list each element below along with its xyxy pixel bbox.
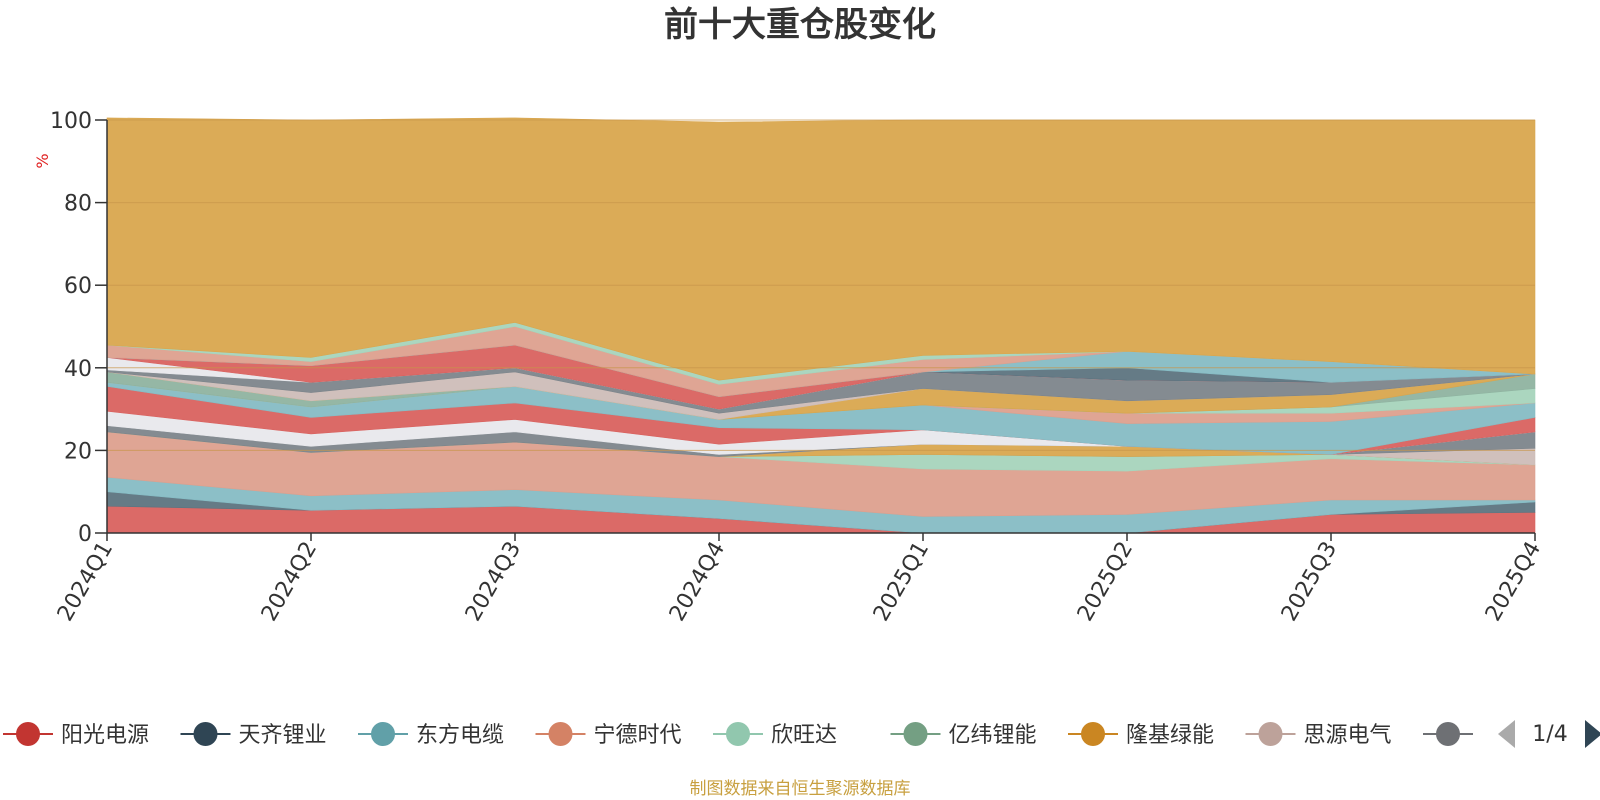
legend-item[interactable]: 东方电缆 bbox=[358, 722, 504, 748]
y-tick-label: 60 bbox=[64, 274, 92, 299]
legend-marker bbox=[1081, 722, 1105, 746]
legend-marker bbox=[193, 722, 218, 746]
x-tick-label: 2024Q4 bbox=[665, 538, 730, 626]
x-tick-label: 2024Q3 bbox=[461, 538, 526, 626]
legend-marker bbox=[903, 722, 928, 746]
legend-label: 思源电气 bbox=[1304, 723, 1392, 748]
legend-label: 隆基绿能 bbox=[1126, 723, 1214, 748]
legend-label: 欣旺达 bbox=[771, 723, 837, 748]
legend-next-icon[interactable] bbox=[1585, 720, 1600, 748]
x-tick-label: 2025Q2 bbox=[1073, 538, 1138, 626]
x-tick-label: 2025Q4 bbox=[1481, 538, 1546, 626]
legend-label: 宁德时代 bbox=[594, 723, 682, 748]
x-tick-label: 2024Q2 bbox=[257, 538, 322, 626]
source-note: 制图数据来自恒生聚源数据库 bbox=[690, 779, 911, 799]
y-axis-unit: % bbox=[33, 153, 52, 168]
y-tick-label: 40 bbox=[64, 357, 92, 382]
legend-marker bbox=[16, 722, 40, 746]
x-tick-label: 2025Q3 bbox=[1277, 538, 1342, 626]
y-tick-label: 100 bbox=[50, 109, 92, 134]
legend-prev-icon[interactable] bbox=[1498, 720, 1515, 748]
legend-item[interactable]: 多氟多 bbox=[1423, 722, 1547, 748]
legend-item[interactable]: 思源电气 bbox=[1245, 722, 1392, 748]
legend-marker bbox=[726, 722, 750, 746]
legend-pager: 1/4 bbox=[1498, 720, 1600, 748]
legend-page-indicator: 1/4 bbox=[1532, 722, 1567, 747]
legend-item[interactable]: 欣旺达 bbox=[713, 722, 837, 748]
legend: 阳光电源 天齐锂业 东方电缆 宁德时代 欣旺达 亿纬锂能 隆基绿能 思源电气 多氟多 bbox=[3, 722, 1547, 748]
legend-item[interactable]: 亿纬锂能 bbox=[890, 722, 1037, 748]
y-tick-label: 0 bbox=[78, 522, 92, 547]
y-tick-label: 80 bbox=[64, 192, 92, 217]
chart-title: 前十大重仓股变化 bbox=[664, 5, 936, 45]
area-series-25 bbox=[106, 117, 1536, 381]
legend-marker bbox=[548, 722, 573, 746]
legend-item[interactable]: 天齐锂业 bbox=[180, 722, 327, 748]
legend-label: 天齐锂业 bbox=[239, 723, 327, 748]
legend-item[interactable]: 阳光电源 bbox=[3, 722, 149, 748]
legend-label: 亿纬锂能 bbox=[949, 723, 1037, 748]
legend-label: 多氟多 bbox=[1481, 723, 1547, 748]
legend-marker bbox=[1258, 722, 1283, 746]
x-tick-label: 2025Q1 bbox=[869, 538, 934, 626]
legend-label: 阳光电源 bbox=[61, 723, 149, 748]
legend-item[interactable]: 宁德时代 bbox=[535, 722, 682, 748]
legend-label: 东方电缆 bbox=[416, 723, 504, 748]
y-tick-label: 20 bbox=[64, 439, 92, 464]
area-layers bbox=[106, 117, 1536, 534]
legend-marker bbox=[1436, 722, 1460, 746]
legend-marker bbox=[371, 722, 395, 746]
legend-item[interactable]: 隆基绿能 bbox=[1068, 722, 1214, 748]
x-tick-label: 2024Q1 bbox=[53, 538, 118, 626]
